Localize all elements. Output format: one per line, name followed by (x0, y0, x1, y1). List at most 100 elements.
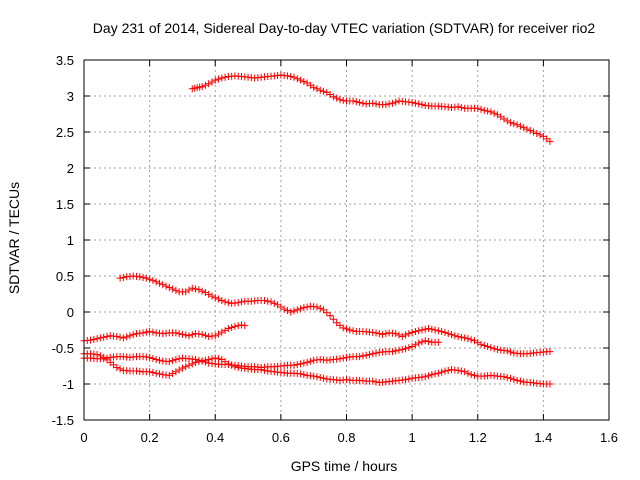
data-point (260, 366, 268, 374)
data-point (205, 80, 213, 88)
data-point (470, 337, 478, 345)
data-point (438, 368, 446, 376)
data-point (146, 368, 154, 376)
data-point (215, 295, 223, 303)
data-point (297, 370, 305, 378)
data-point (490, 109, 498, 117)
data-point (211, 332, 219, 340)
data-point (142, 328, 150, 336)
data-point (372, 378, 380, 386)
data-point (398, 345, 406, 353)
data-point (349, 97, 357, 105)
data-point (546, 380, 554, 388)
data-point (421, 373, 429, 381)
data-point (155, 370, 163, 378)
data-point (182, 288, 190, 296)
data-point (428, 325, 436, 333)
data-point (415, 327, 423, 335)
data-point (264, 297, 272, 305)
data-point (224, 299, 232, 307)
chart-title: Day 231 of 2014, Sidereal Day-to-day VTE… (93, 20, 596, 36)
data-point (293, 75, 301, 83)
data-point (293, 361, 301, 369)
data-point (457, 367, 465, 375)
data-point (388, 348, 396, 356)
data-point (201, 356, 209, 364)
data-point (346, 326, 354, 334)
data-point (533, 129, 541, 137)
data-point (215, 330, 223, 338)
data-point (336, 96, 344, 104)
data-point (270, 299, 278, 307)
data-point (169, 370, 177, 378)
data-point (198, 83, 206, 91)
data-point (146, 353, 154, 361)
data-point (188, 331, 196, 339)
data-point (90, 335, 98, 343)
x-tick-label: 0 (80, 430, 87, 445)
data-point (300, 78, 308, 86)
data-point (192, 358, 200, 366)
data-point (195, 358, 203, 366)
data-point (362, 351, 370, 359)
data-point (195, 286, 203, 294)
data-point (316, 86, 324, 94)
data-point (185, 286, 193, 294)
data-point (267, 298, 275, 306)
data-point (484, 107, 492, 115)
data-point (316, 304, 324, 312)
data-point (201, 331, 209, 339)
data-point (392, 347, 400, 355)
data-point (300, 371, 308, 379)
data-point (359, 352, 367, 360)
data-point (218, 296, 226, 304)
data-point (516, 377, 524, 385)
data-point (100, 333, 108, 341)
data-point (152, 356, 160, 364)
data-point (382, 330, 390, 338)
data-point (349, 327, 357, 335)
data-point (418, 338, 426, 346)
data-point (339, 96, 347, 104)
data-point (221, 73, 229, 81)
data-point (425, 372, 433, 380)
data-point (93, 350, 101, 358)
data-point (444, 330, 452, 338)
data-point (418, 101, 426, 109)
data-point (188, 284, 196, 292)
data-point (152, 369, 160, 377)
data-point (234, 322, 242, 330)
y-tick-label: -1.5 (52, 413, 74, 428)
data-point (119, 334, 127, 342)
data-point (93, 335, 101, 343)
data-point (546, 348, 554, 356)
y-tick-label: 0 (67, 305, 74, 320)
data-point (369, 350, 377, 358)
data-point (493, 345, 501, 353)
data-point (142, 274, 150, 282)
data-point (480, 341, 488, 349)
data-point (421, 325, 429, 333)
x-tick-label: 1.4 (534, 430, 552, 445)
data-point (474, 339, 482, 347)
data-point (411, 341, 419, 349)
data-point (530, 128, 538, 136)
data-point (405, 375, 413, 383)
data-point (215, 355, 223, 363)
data-point (172, 368, 180, 376)
data-point (415, 100, 423, 108)
y-tick-label: 1 (67, 233, 74, 248)
data-point (211, 294, 219, 302)
series-track-3 (80, 321, 249, 345)
data-point (218, 74, 226, 82)
data-point (454, 332, 462, 340)
data-point (297, 360, 305, 368)
data-point (139, 329, 147, 337)
data-point (392, 98, 400, 106)
data-point (395, 331, 403, 339)
data-series (80, 71, 554, 388)
data-point (438, 327, 446, 335)
data-point (513, 376, 521, 384)
data-point (339, 324, 347, 332)
